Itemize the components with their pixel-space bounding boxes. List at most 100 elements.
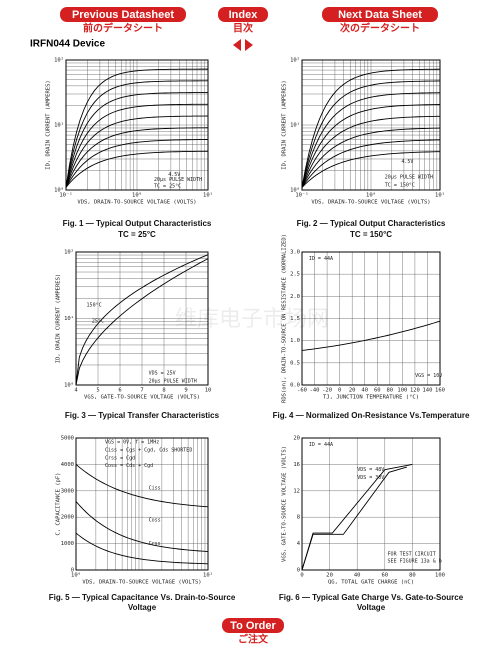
order-label[interactable]: To Order: [230, 620, 276, 632]
y-tick-label: 10²: [64, 249, 74, 256]
curve: [301, 139, 441, 188]
x-axis-label: QG, TOTAL GATE CHARGE (nC): [328, 580, 414, 586]
x-tick-label: 10: [205, 388, 212, 394]
curve: [65, 150, 209, 188]
x-tick-label: 40: [361, 388, 368, 394]
index-button[interactable]: [218, 7, 268, 22]
x-tick-label: -20: [322, 388, 332, 394]
annotation: 4.5V: [401, 159, 413, 165]
x-tick-label: 60: [374, 388, 381, 394]
y-axis-label: RDS(on), DRAIN-TO-SOURCE ON RESISTANCE (…: [282, 234, 288, 403]
x-tick-label: 10⁻¹: [59, 192, 72, 199]
x-tick-label: 120: [410, 388, 420, 394]
y-tick-label: 4: [297, 541, 301, 547]
x-tick-label: 10¹: [203, 572, 213, 579]
y-axis-label: VGS, GATE-TO-SOURCE VOLTAGE (VOLTS): [282, 446, 288, 562]
annotation: 20µs PULSE WIDTH: [385, 175, 433, 181]
curve: [65, 139, 209, 188]
previous-jp[interactable]: 前のデータシート: [83, 22, 163, 35]
annotation: 20µs PULSE WIDTH: [149, 379, 197, 385]
device-title: IRFN044 Device: [30, 39, 105, 50]
x-tick-label: 10¹: [203, 192, 213, 199]
curve: [75, 532, 209, 565]
index-label[interactable]: Index: [229, 9, 259, 21]
x-tick-label: 8: [162, 388, 165, 394]
curve: [301, 115, 441, 188]
y-tick-label: 10¹: [290, 122, 300, 129]
y-tick-label: 8: [297, 515, 300, 521]
y-tick-label: 1.5: [290, 316, 300, 322]
y-tick-label: 3000: [61, 488, 74, 494]
x-tick-label: 5: [96, 388, 99, 394]
figure-caption: Fig. 1 — Typical Output Characteristics: [63, 219, 212, 228]
annotation: Ciss: [149, 486, 161, 492]
x-tick-label: 80: [409, 573, 416, 579]
previous-button[interactable]: [60, 7, 186, 22]
annotation: VDS = 25V: [149, 371, 176, 377]
x-tick-label: -60: [297, 388, 307, 394]
order-button[interactable]: [222, 618, 284, 633]
curve: [301, 127, 441, 188]
y-tick-label: 12: [293, 488, 300, 494]
y-axis-label: ID, DRAIN CURRENT (AMPERES): [56, 274, 62, 363]
annotation: VDS = 30V: [357, 475, 384, 481]
curve: [65, 80, 209, 188]
y-tick-label: 10¹: [64, 315, 74, 322]
y-tick-label: 2000: [61, 515, 74, 521]
plot-frame: [301, 59, 441, 191]
annotation: FOR TEST CIRCUIT: [388, 552, 436, 558]
curve: [65, 115, 209, 188]
y-tick-label: 2.5: [290, 272, 300, 278]
curve: [75, 254, 209, 386]
x-tick-label: 80: [387, 388, 394, 394]
y-tick-label: 0: [71, 568, 74, 574]
annotation: VGS = 0V, f = 1MHz: [105, 439, 159, 445]
x-tick-label: 20: [349, 388, 356, 394]
x-axis-label: VDS, DRAIN-TO-SOURCE VOLTAGE (VOLTS): [311, 200, 430, 206]
curve: [301, 104, 441, 188]
x-tick-label: 160: [435, 388, 445, 394]
next-button[interactable]: [322, 7, 438, 22]
annotation: 25°C: [92, 319, 104, 325]
x-tick-label: 10⁻¹: [295, 192, 308, 199]
y-tick-label: 3.0: [290, 250, 300, 256]
curve: [301, 92, 441, 188]
figure-subcaption: TC = 150°C: [350, 230, 392, 239]
x-axis-label: VGS, GATE-TO-SOURCE VOLTAGE (VOLTS): [84, 395, 200, 401]
annotation: Ciss = Cgs + Cgd, Cds SHORTED: [105, 447, 192, 453]
nav-arrows[interactable]: [233, 39, 253, 51]
curve: [301, 151, 441, 188]
plot-frame: [301, 251, 441, 386]
curve: [301, 320, 441, 351]
x-tick-label: 140: [422, 388, 432, 394]
x-tick-label: 10⁰: [132, 192, 142, 199]
x-tick-label: 0: [338, 388, 341, 394]
curve: [75, 258, 209, 386]
order-jp[interactable]: ご注文: [238, 633, 269, 646]
y-tick-label: 10¹: [54, 122, 64, 129]
x-tick-label: 9: [184, 388, 187, 394]
x-tick-label: 60: [381, 573, 388, 579]
curve: [75, 464, 209, 508]
y-tick-label: 10²: [54, 57, 64, 64]
next-label[interactable]: Next Data Sheet: [338, 9, 422, 21]
curve: [301, 463, 413, 571]
x-tick-label: 10⁰: [366, 192, 376, 199]
figure-caption: Fig. 6 — Typical Gate Charge Vs. Gate-to…: [279, 593, 464, 602]
y-tick-label: 0.5: [290, 360, 300, 366]
annotation: ID = 44A: [309, 256, 333, 262]
curve: [65, 68, 209, 188]
x-tick-label: 100: [435, 573, 445, 579]
annotation: Coss = Cds + Cgd: [105, 463, 153, 469]
annotation: 150°C: [87, 303, 102, 309]
figure-caption-line2: Voltage: [357, 603, 386, 612]
next-jp[interactable]: 次のデータシート: [340, 22, 420, 35]
annotation: ID = 44A: [309, 442, 333, 448]
y-tick-label: 20: [293, 436, 300, 442]
index-jp[interactable]: 目次: [233, 22, 253, 35]
annotation: VGS = 10V: [415, 373, 442, 379]
curve: [75, 501, 209, 552]
figure-caption: Fig. 3 — Typical Transfer Characteristic…: [65, 411, 220, 420]
y-tick-label: 4000: [61, 462, 74, 468]
previous-label[interactable]: Previous Datasheet: [72, 9, 174, 21]
